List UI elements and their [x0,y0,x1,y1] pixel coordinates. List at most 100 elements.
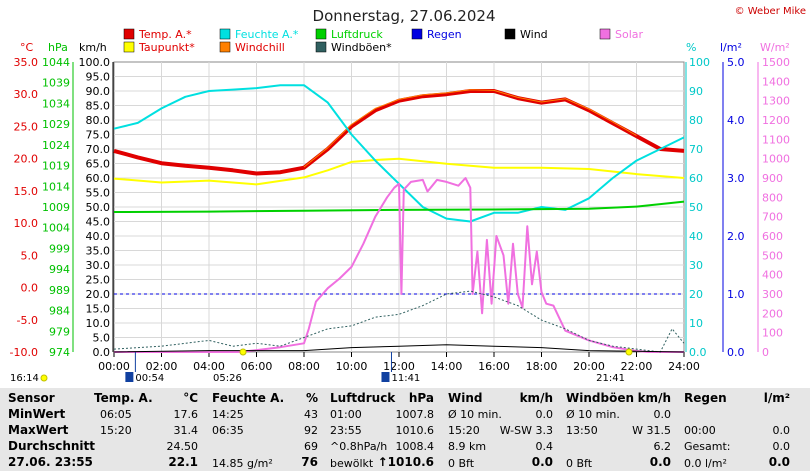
tick-label-solar: 400 [762,269,783,282]
tick-label-kmh: 25.0 [86,274,111,287]
table-cell-value: 24.50 [166,440,199,453]
table-header-label: Temp. A. [94,391,153,405]
tick-label-pct: 0.0 [689,346,707,359]
tick-label-temp: 20.0 [14,153,39,166]
table-cell-label: Ø 10 min. [566,408,620,421]
sunrise-label: 05:26 [213,373,242,384]
unit-solar: W/m² [760,41,790,54]
tick-label-kmh: 30.0 [86,259,111,272]
x-tick-label: 12:00 [383,360,415,373]
table-cell-value: 0.0 [768,455,790,469]
tick-label-solar: 1300 [762,95,790,108]
tick-label-hpa: 984 [49,305,70,318]
table-cell-value: 1007.8 [395,408,435,421]
table-cell-label: 0 Bft [566,457,593,470]
table-header-label: Luftdruck [330,391,396,405]
table-cell-label: ^0.8hPa/h [330,440,388,453]
table-row-label: 27.06. 23:55 [8,455,93,469]
tick-label-solar: 200 [762,307,783,320]
x-tick-label: 22:00 [621,360,653,373]
series-line-temp-a [113,89,685,176]
tick-label-rain: 5.0 [727,56,745,69]
sunrise-dot [239,348,247,356]
table-cell-value: 69 [304,440,318,453]
tick-label-pct: 20 [689,288,703,301]
table-cell-value: 43 [304,408,318,421]
unit-pct: % [686,41,696,54]
tick-label-temp: 5.0 [21,249,39,262]
table-header-sensor: Sensor [8,391,55,405]
table-row-label: MinWert [8,407,66,421]
legend-label: Luftdruck [331,28,383,41]
legend-label: Windböen* [331,41,392,54]
tick-label-pct: 10 [689,317,703,330]
series-line-windchill [303,89,637,168]
table-cell-value: 0.0 [772,424,791,437]
tick-label-hpa: 974 [49,346,70,359]
tick-label-hpa: 999 [49,242,70,255]
table-header-unit: km/h [519,391,553,405]
tick-label-pct: 60 [689,172,703,185]
table-cell-value: 92 [304,424,318,437]
tick-label-temp: 30.0 [14,88,39,101]
left-sun-dot [40,374,48,382]
legend-label: Wind [520,28,548,41]
legend-swatch [411,28,423,40]
x-tick-label: 20:00 [573,360,605,373]
table-cell-label: Ø 10 min. [448,408,502,421]
legend-label: Regen [427,28,462,41]
legend-swatch [123,28,135,40]
series-line-windb-en [113,290,685,353]
tick-label-temp: 10.0 [14,217,39,230]
legend: Temp. A.* Feuchte A.* Luftdruck Regen Wind So… [123,28,644,54]
tick-label-hpa: 994 [49,263,70,276]
statistics-table: Sensor Temp. A. °C Feuchte A.% Luftdruck hPa W… [0,388,810,471]
sunset-dot [625,348,633,356]
max_time-label: 11:41 [391,373,420,384]
table-cell-label: 0.0 l/m² [684,457,727,470]
legend-swatch [123,41,135,53]
unit-kmh: km/h [79,41,107,54]
tick-label-kmh: 85.0 [86,100,111,113]
table-row-label: MaxWert [8,423,69,437]
series-line-solar [114,177,684,353]
tick-label-hpa: 1019 [42,160,70,173]
tick-label-rain: 2.0 [727,230,745,243]
legend-label: Temp. A.* [138,28,192,41]
legend-label: Windchill [235,41,285,54]
table-cell-value: 0.0 [772,440,791,453]
y-axes: 35.030.025.020.015.010.05.00.0-5.0-10.01… [10,56,790,359]
tick-label-hpa: 1014 [42,180,70,193]
table-cell-value: W-SW 3.3 [499,424,553,437]
table-cell-label: bewölkt [330,457,374,470]
tick-label-rain: 1.0 [727,288,745,301]
tick-label-solar: 1000 [762,153,790,166]
legend-swatch [219,41,231,53]
chart-title: Donnerstag, 27.06.2024 [313,7,496,25]
tick-label-kmh: 50.0 [86,201,111,214]
min_time-label: 00:54 [135,373,164,384]
tick-label-kmh: 5.0 [93,332,111,345]
table-cell-label: 0 Bft [448,457,475,470]
x-tick-label: 14:00 [431,360,463,373]
tick-label-pct: 70 [689,143,703,156]
tick-label-pct: 80 [689,114,703,127]
table-cell-value: 0.0 [535,408,554,421]
tick-label-hpa: 979 [49,325,70,338]
table-header-unit: hPa [408,391,434,405]
series-lines [113,84,685,353]
tick-label-kmh: 20.0 [86,288,111,301]
table-cell-label: 13:50 [566,424,598,437]
table-cell-label: 14.85 g/m² [212,457,273,470]
unit-rain: l/m² [720,41,742,54]
table-header-unit: l/m² [763,391,790,405]
tick-label-hpa: 1034 [42,97,70,110]
tick-label-pct: 100 [689,56,710,69]
tick-label-hpa: 1024 [42,139,70,152]
table-cell-label: 01:00 [330,408,362,421]
table-cell-label: 8.9 km [448,440,487,453]
x-tick-label: 00:00 [98,360,130,373]
tick-label-solar: 100 [762,327,783,340]
legend-swatch [315,28,327,40]
tick-label-kmh: 15.0 [86,303,111,316]
